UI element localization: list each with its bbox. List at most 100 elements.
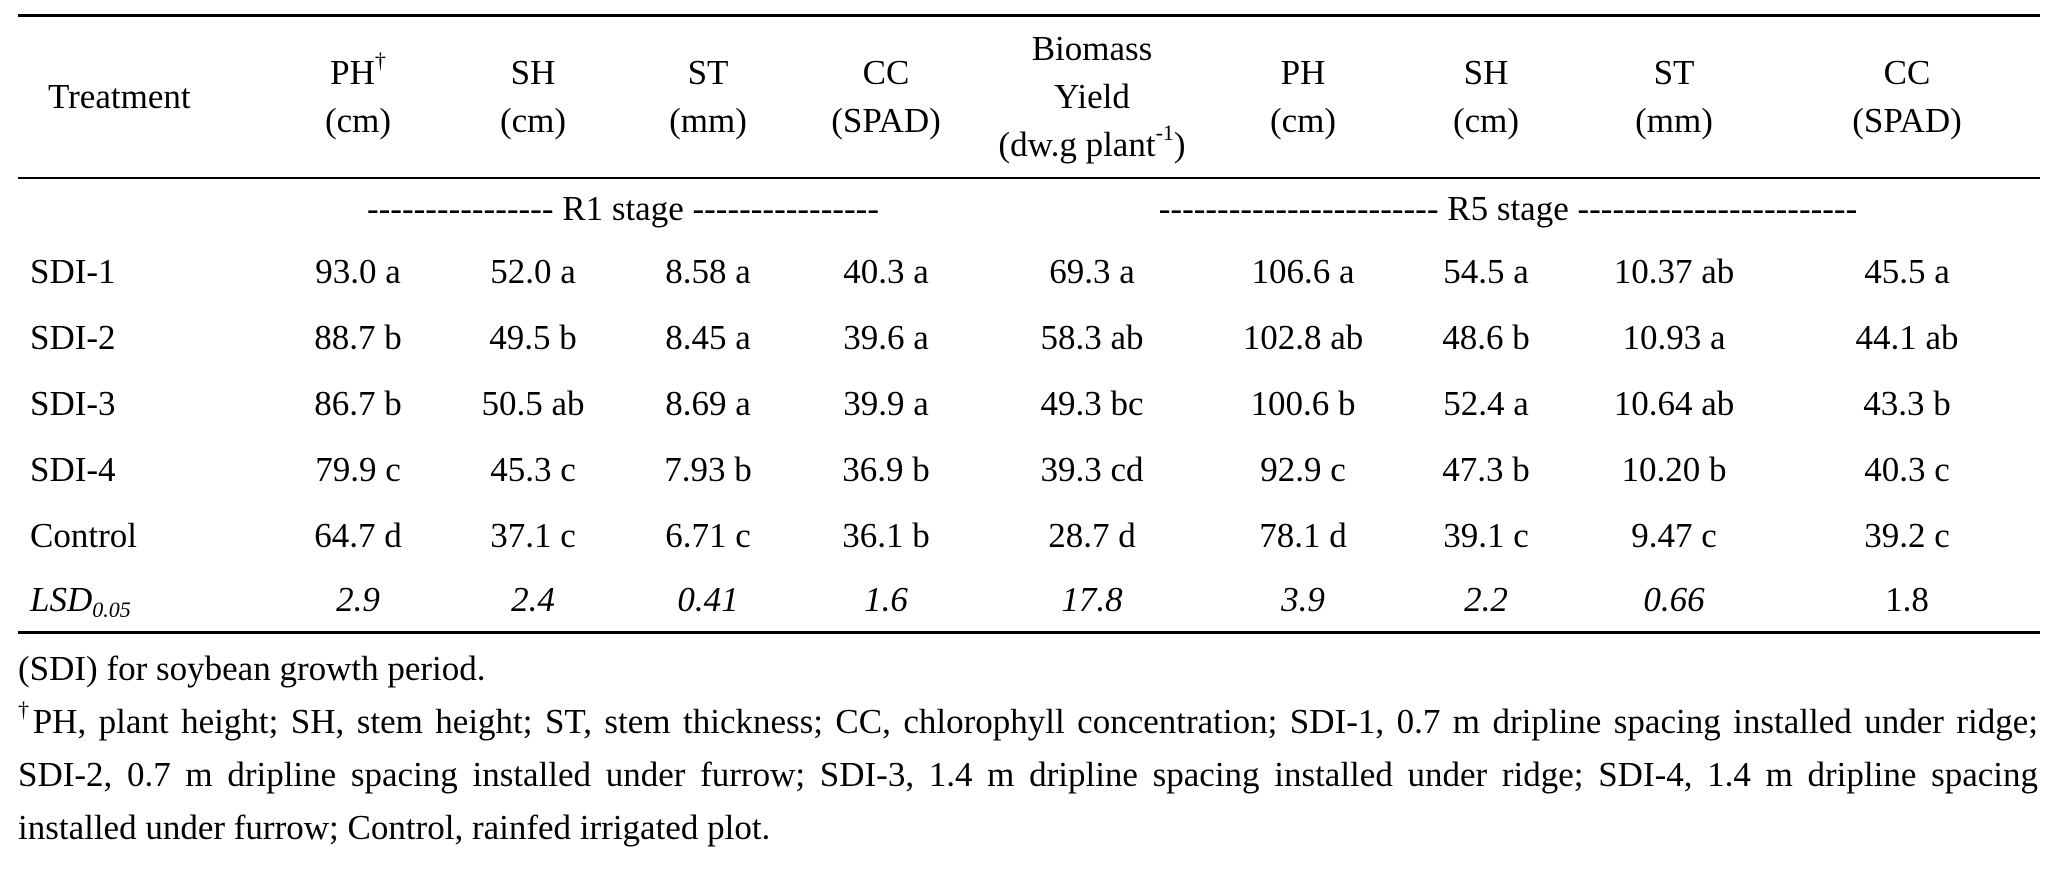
cell-biomass: 28.7 d: [1048, 516, 1136, 555]
header-ph-r1-name: PH: [330, 53, 375, 92]
table-notes: (SDI) for soybean growth period. †PH, pl…: [18, 642, 2038, 854]
cell-biomass: 58.3 ab: [1040, 318, 1144, 357]
cell-st-r1: 8.69 a: [665, 384, 751, 423]
cell-cc-r5: 44.1 ab: [1855, 318, 1959, 357]
cell-sh-r1: 52.0 a: [490, 252, 576, 291]
cell-biomass: 39.3 cd: [1040, 450, 1144, 489]
cell-lsd-cc-r1: 1.6: [864, 580, 908, 619]
header-sh-r1-unit: (cm): [499, 101, 567, 140]
header-sh-r5-name: SH: [1463, 53, 1509, 92]
header-treatment-label: Treatment: [48, 77, 191, 116]
header-st-r5: ST (mm): [1574, 17, 1774, 177]
table-row: SDI-2 88.7 b 49.5 b 8.45 a 39.6 a 58.3 a…: [18, 305, 2040, 371]
header-biomass-line1: Biomass: [1031, 29, 1153, 68]
header-ph-r5-name: PH: [1280, 53, 1326, 92]
cell-lsd-sh-r5: 2.2: [1464, 580, 1508, 619]
header-sh-r5-unit: (cm): [1452, 101, 1520, 140]
table-row: SDI-4 79.9 c 45.3 c 7.93 b 36.9 b 39.3 c…: [18, 437, 2040, 503]
header-sh-r1-name: SH: [510, 53, 556, 92]
cell-cc-r5: 40.3 c: [1864, 450, 1950, 489]
cell-treatment: SDI-4: [30, 450, 116, 489]
cell-sh-r1: 45.3 c: [490, 450, 576, 489]
header-ph-r5-unit: (cm): [1269, 101, 1337, 140]
cell-st-r5: 10.64 ab: [1613, 384, 1735, 423]
cell-st-r1: 8.45 a: [665, 318, 751, 357]
header-cc-r5-name: CC: [1883, 53, 1931, 92]
cell-lsd-cc-r5: 1.8: [1885, 580, 1929, 619]
bottom-rule: [18, 631, 2040, 634]
cell-cc-r1: 39.6 a: [843, 318, 929, 357]
table-row: Control 64.7 d 37.1 c 6.71 c 36.1 b 28.7…: [18, 503, 2040, 569]
stage-r1-label: ---------------- R1 stage --------------…: [367, 189, 879, 228]
cell-st-r5: 10.37 ab: [1613, 252, 1735, 291]
table-row: SDI-1 93.0 a 52.0 a 8.58 a 40.3 a 69.3 a…: [18, 239, 2040, 305]
header-biomass-line3b: ): [1173, 125, 1186, 164]
cell-treatment: Control: [30, 516, 137, 555]
header-sh-r1: SH (cm): [446, 17, 620, 177]
results-table-wrapper: Treatment PH† (cm) SH (cm) ST (mm) CC (S…: [18, 14, 2040, 634]
header-st-r5-unit: (mm): [1635, 101, 1713, 140]
header-st-r1-name: ST: [687, 53, 729, 92]
results-table: Treatment PH† (cm) SH (cm) ST (mm) CC (S…: [18, 17, 2040, 631]
header-st-r1-unit: (mm): [669, 101, 747, 140]
cell-ph-r5: 100.6 b: [1250, 384, 1356, 423]
cell-lsd-label: LSD0.05: [18, 569, 270, 631]
cell-ph-r1: 88.7 b: [314, 318, 402, 357]
cell-cc-r5: 43.3 b: [1863, 384, 1951, 423]
lsd-row: LSD0.05 2.9 2.4 0.41 1.6 17.8 3.9 2.2 0.…: [18, 569, 2040, 631]
cell-cc-r1: 39.9 a: [843, 384, 929, 423]
cell-biomass: 49.3 bc: [1040, 384, 1144, 423]
top-rule: [18, 14, 2040, 17]
header-rule: [18, 177, 2040, 179]
footnote-text: PH, plant height; SH, stem height; ST, s…: [18, 702, 2039, 847]
cell-ph-r1: 93.0 a: [315, 252, 401, 291]
header-treatment: Treatment: [18, 17, 270, 177]
header-cc-r5-unit: (SPAD): [1852, 101, 1962, 140]
header-cc-r1-name: CC: [862, 53, 910, 92]
header-row: Treatment PH† (cm) SH (cm) ST (mm) CC (S…: [18, 17, 2040, 177]
cell-ph-r5: 102.8 ab: [1242, 318, 1364, 357]
header-cc-r1: CC (SPAD): [796, 17, 976, 177]
cell-sh-r5: 47.3 b: [1442, 450, 1530, 489]
cell-sh-r5: 52.4 a: [1443, 384, 1529, 423]
cell-biomass: 69.3 a: [1049, 252, 1135, 291]
header-st-r1: ST (mm): [620, 17, 796, 177]
cell-cc-r5: 39.2 c: [1864, 516, 1950, 555]
cell-cc-r1: 36.1 b: [842, 516, 930, 555]
header-biomass-exponent: -1: [1155, 120, 1174, 145]
cell-sh-r5: 48.6 b: [1442, 318, 1530, 357]
header-cc-r1-unit: (SPAD): [831, 101, 941, 140]
cell-sh-r1: 37.1 c: [490, 516, 576, 555]
cell-ph-r5: 106.6 a: [1251, 252, 1355, 291]
cell-lsd-st-r1: 0.41: [677, 580, 739, 619]
header-st-r5-name: ST: [1653, 53, 1695, 92]
note-line-1: (SDI) for soybean growth period.: [18, 649, 486, 688]
cell-sh-r1: 50.5 ab: [481, 384, 585, 423]
header-biomass-line3a: (dw.g plant: [998, 125, 1156, 164]
footnote-abbreviations: †PH, plant height; SH, stem height; ST, …: [18, 695, 2038, 854]
cell-st-r1: 8.58 a: [665, 252, 751, 291]
cell-st-r1: 6.71 c: [665, 516, 751, 555]
header-ph-r1-unit: (cm): [324, 101, 392, 140]
header-biomass-line2: Yield: [1054, 77, 1130, 116]
lsd-label-main: LSD: [30, 580, 93, 619]
cell-lsd-ph-r5: 3.9: [1281, 580, 1325, 619]
stage-row: ---------------- R1 stage --------------…: [18, 179, 2040, 239]
table-row: SDI-3 86.7 b 50.5 ab 8.69 a 39.9 a 49.3 …: [18, 371, 2040, 437]
cell-cc-r1: 40.3 a: [843, 252, 929, 291]
cell-treatment: SDI-3: [30, 384, 116, 423]
header-sh-r5: SH (cm): [1398, 17, 1574, 177]
cell-treatment: SDI-1: [30, 252, 116, 291]
cell-ph-r5: 78.1 d: [1259, 516, 1347, 555]
header-biomass: Biomass Yield (dw.g plant-1): [976, 17, 1208, 177]
cell-sh-r5: 39.1 c: [1443, 516, 1529, 555]
cell-st-r1: 7.93 b: [664, 450, 752, 489]
cell-treatment: SDI-2: [30, 318, 116, 357]
cell-lsd-ph-r1: 2.9: [336, 580, 380, 619]
cell-lsd-sh-r1: 2.4: [511, 580, 555, 619]
stage-r5-label: ------------------------ R5 stage ------…: [1158, 189, 1858, 228]
cell-lsd-st-r5: 0.66: [1643, 580, 1705, 619]
cell-cc-r5: 45.5 a: [1864, 252, 1950, 291]
cell-st-r5: 10.93 a: [1622, 318, 1726, 357]
header-ph-r1: PH† (cm): [270, 17, 446, 177]
